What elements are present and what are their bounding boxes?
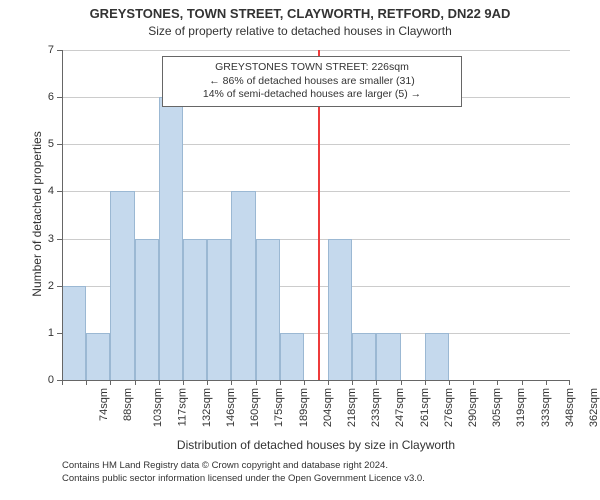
x-tick-label: 74sqm <box>98 388 110 421</box>
annotation-line-1: GREYSTONES TOWN STREET: 226sqm <box>171 61 453 75</box>
x-tick-label: 233sqm <box>370 388 382 427</box>
histogram-bar <box>135 239 159 380</box>
histogram-bar <box>280 333 304 380</box>
x-tick-label: 290sqm <box>467 388 479 427</box>
x-tick-label: 189sqm <box>298 388 310 427</box>
annotation-box: GREYSTONES TOWN STREET: 226sqm← 86% of d… <box>162 56 462 107</box>
y-axis-line <box>62 50 63 380</box>
y-tick-label: 1 <box>32 327 54 339</box>
grid-line <box>62 50 570 51</box>
x-tick-label: 319sqm <box>515 388 527 427</box>
x-tick-label: 146sqm <box>225 388 237 427</box>
x-axis-line <box>62 380 570 381</box>
histogram-bar <box>62 286 86 380</box>
histogram-bar <box>207 239 231 380</box>
x-tick-label: 247sqm <box>395 388 407 427</box>
histogram-bar <box>352 333 376 380</box>
chart-subtitle: Size of property relative to detached ho… <box>0 22 600 38</box>
histogram-bar <box>86 333 110 380</box>
annotation-line-2: ← 86% of detached houses are smaller (31… <box>171 75 453 89</box>
histogram-bar <box>376 333 400 380</box>
y-tick-label: 3 <box>32 233 54 245</box>
x-tick-label: 218sqm <box>346 388 358 427</box>
histogram-bar <box>110 191 134 380</box>
x-axis-title: Distribution of detached houses by size … <box>62 438 570 452</box>
x-tick-label: 204sqm <box>322 388 334 427</box>
y-tick-label: 2 <box>32 280 54 292</box>
y-tick-label: 4 <box>32 185 54 197</box>
chart-title: GREYSTONES, TOWN STREET, CLAYWORTH, RETF… <box>0 0 600 22</box>
property-size-histogram: GREYSTONES, TOWN STREET, CLAYWORTH, RETF… <box>0 0 600 500</box>
y-tick-label: 0 <box>32 374 54 386</box>
y-tick-label: 5 <box>32 138 54 150</box>
x-tick-label: 103sqm <box>153 388 165 427</box>
plot-area: 0123456774sqm88sqm103sqm117sqm132sqm146s… <box>62 50 570 380</box>
x-tick-label: 175sqm <box>274 388 286 427</box>
footer-line-1: Contains HM Land Registry data © Crown c… <box>62 460 425 473</box>
x-tick-label: 276sqm <box>443 388 455 427</box>
grid-line <box>62 191 570 192</box>
x-tick-label: 333sqm <box>540 388 552 427</box>
histogram-bar <box>256 239 280 380</box>
x-tick-label: 261sqm <box>419 388 431 427</box>
x-tick-label: 362sqm <box>588 388 600 427</box>
histogram-bar <box>183 239 207 380</box>
x-tick-label: 88sqm <box>122 388 134 421</box>
footer-line-2: Contains public sector information licen… <box>62 473 425 486</box>
y-tick-label: 6 <box>32 91 54 103</box>
x-tick-label: 117sqm <box>176 388 188 426</box>
histogram-bar <box>231 191 255 380</box>
x-tick-label: 305sqm <box>491 388 503 427</box>
histogram-bar <box>328 239 352 380</box>
x-tick-label: 132sqm <box>201 388 213 427</box>
chart-footer: Contains HM Land Registry data © Crown c… <box>62 460 425 486</box>
histogram-bar <box>425 333 449 380</box>
y-tick-label: 7 <box>32 44 54 56</box>
annotation-line-3: 14% of semi-detached houses are larger (… <box>171 88 453 102</box>
x-tick-label: 160sqm <box>249 388 261 427</box>
grid-line <box>62 144 570 145</box>
x-tick-label: 348sqm <box>564 388 576 427</box>
histogram-bar <box>159 97 183 380</box>
